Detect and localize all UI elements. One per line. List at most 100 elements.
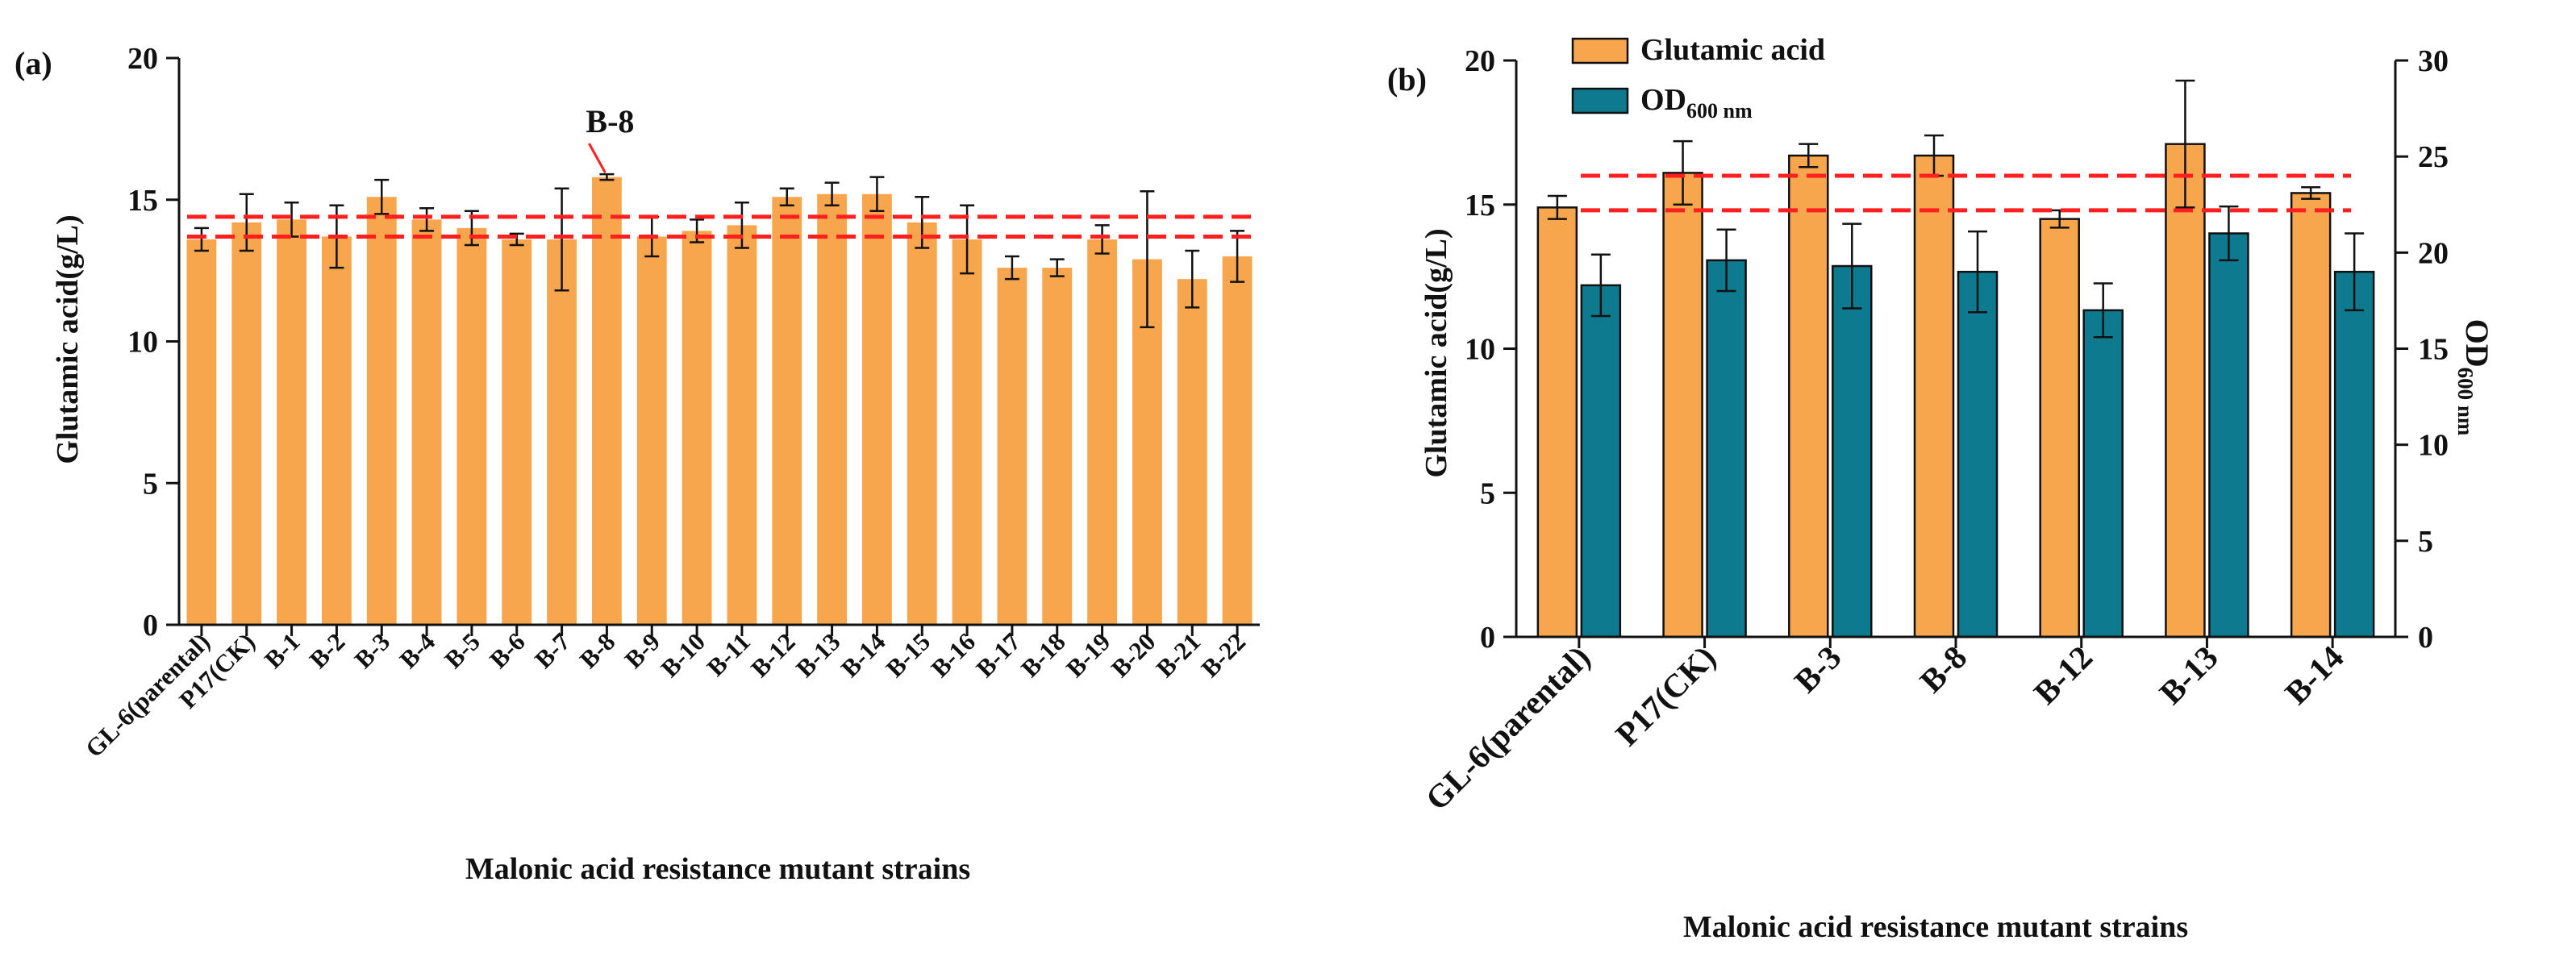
y-tick-label-b-right-0: 0 [2418,621,2433,655]
x-tick-label-a-B-17: B-17 [970,627,1026,683]
bar-a-B-22 [1222,256,1253,625]
y-tick-label-b-right-10: 10 [2418,429,2449,463]
x-tick-label-a-B-15: B-15 [881,627,936,683]
bar-a-B-18 [1042,268,1073,625]
x-tick-label-b-P17(CK): P17(CK) [1608,638,1723,753]
y-tick-label-a-20: 20 [127,42,158,76]
bar-a-P17(CK) [231,222,262,625]
x-tick-label-a-B-6: B-6 [484,627,531,674]
y-tick-label-b-right-25: 25 [2418,140,2449,174]
y-tick-label-b-left-10: 10 [1465,333,1495,367]
bar-a-B-4 [411,219,442,625]
x-tick-label-a-B-20: B-20 [1106,627,1161,683]
x-tick-label-a-B-5: B-5 [439,627,486,674]
panel-b-ylabel: Glutamic acid(g/L) [1419,228,1453,477]
bar-a-B-21 [1177,279,1207,625]
y-tick-label-b-right-30: 30 [2418,44,2449,78]
panel-b-y2label: OD600 nm [2453,319,2495,436]
panel-b-label: (b) [1387,61,1427,98]
bar-b-od-B-12 [2082,309,2124,638]
x-tick-label-a-B-7: B-7 [529,627,576,674]
bar-b-glutamic-B-13 [2165,143,2206,638]
bar-b-od-P17(CK) [1706,259,1747,638]
bar-b-glutamic-B-3 [1788,154,1829,638]
y-tick-label-a-5: 5 [143,467,158,501]
y-tick-label-a-15: 15 [127,184,158,218]
bar-b-glutamic-B-12 [2039,218,2080,638]
x-tick-label-a-B-21: B-21 [1151,627,1207,683]
bar-a-B-3 [366,197,397,626]
x-tick-label-a-B-4: B-4 [394,627,440,674]
bar-b-glutamic-P17(CK) [1662,172,1703,638]
bar-a-B-16 [952,239,982,625]
legend-label-glutamic: Glutamic acid [1640,33,1825,67]
y-tick-label-a-0: 0 [143,609,158,643]
panel-b-y2label-sub: 600 nm [2453,368,2478,436]
x-tick-label-a-B-18: B-18 [1015,627,1071,683]
annotation-label-b8: B-8 [586,103,634,139]
x-tick-label-b-B-14: B-14 [2278,638,2351,712]
bar-a-B-7 [547,239,577,625]
y-tick-label-b-left-15: 15 [1465,189,1495,223]
bar-a-B-19 [1087,239,1118,625]
bar-a-B-6 [502,239,532,625]
x-tick-label-b-GL-6(parental): GL-6(parental) [1418,638,1597,817]
x-tick-label-b-B-3: B-3 [1787,638,1849,700]
x-tick-label-a-B-8: B-8 [574,627,621,674]
panel-a-ylabel: Glutamic acid(g/L) [51,214,85,464]
bar-a-B-5 [456,227,487,625]
bar-a-GL-6(parental) [186,239,217,625]
bar-b-glutamic-GL-6(parental) [1536,206,1578,638]
legend-swatch-glutamic [1571,37,1629,64]
panel-a-label: (a) [15,45,52,81]
panel-b-xlabel: Malonic acid resistance mutant strains [1683,910,2188,944]
y-tick-label-b-right-5: 5 [2418,525,2433,559]
x-tick-label-a-B-1: B-1 [259,627,306,674]
x-tick-label-b-B-8: B-8 [1912,638,1974,700]
bar-b-glutamic-B-14 [2290,192,2332,638]
bar-a-B-15 [907,222,937,625]
x-tick-label-a-B-14: B-14 [836,627,891,683]
bar-a-B-8 [591,177,622,625]
y-tick-label-a-10: 10 [127,326,158,360]
y-tick-label-b-left-20: 20 [1465,44,1495,78]
bar-b-od-B-8 [1957,270,1999,638]
x-tick-label-a-B-10: B-10 [655,627,711,683]
x-tick-label-a-B-19: B-19 [1061,627,1116,683]
y-tick-label-b-left-5: 5 [1480,476,1495,510]
bar-a-B-12 [772,197,802,626]
bar-b-glutamic-B-8 [1913,154,1955,638]
x-tick-label-a-B-12: B-12 [745,627,801,683]
panel-a-xlabel: Malonic acid resistance mutant strains [465,852,970,886]
y-tick-label-b-right-15: 15 [2418,333,2449,367]
bar-a-B-2 [321,236,352,625]
legend-label-od-main: OD [1640,83,1686,117]
panel-b-plot: 0 5 10 15 20 0 5 10 15 20 25 30 GL-6(parental) P17(CK… [1418,44,2449,817]
y-tick-label-b-right-20: 20 [2418,236,2449,270]
bar-a-B-1 [277,219,307,625]
bar-a-B-14 [861,193,892,626]
bar-b-od-GL-6(parental) [1580,284,1622,638]
x-tick-label-b-B-13: B-13 [2152,638,2225,712]
bar-a-B-13 [817,193,848,626]
x-tick-label-a-B-16: B-16 [925,627,981,683]
bar-a-B-10 [682,231,712,625]
annotation-arrow-b8 [588,143,606,173]
bar-b-od-B-13 [2208,232,2249,638]
legend-label-od: OD600 nm [1640,83,1753,123]
bar-b-od-B-3 [1832,264,1873,638]
x-tick-label-a-B-13: B-13 [790,627,846,683]
legend-swatch-od [1571,87,1629,114]
x-tick-label-a-B-2: B-2 [304,627,351,674]
y-tick-label-b-left-0: 0 [1480,621,1495,655]
x-tick-label-b-B-12: B-12 [2027,638,2100,712]
bar-a-B-9 [636,236,667,625]
bar-a-B-17 [997,268,1027,625]
panel-a-plot: 05101520GL-6(parental)P17(CK)B-1B-2B-3B-… [80,42,1260,763]
x-tick-label-a-B-22: B-22 [1195,627,1251,683]
x-tick-label-a-B-3: B-3 [349,627,396,674]
panel-b-y2label-main: OD [2459,319,2495,368]
bar-a-B-11 [727,225,757,625]
legend-label-od-sub: 600 nm [1686,99,1753,123]
